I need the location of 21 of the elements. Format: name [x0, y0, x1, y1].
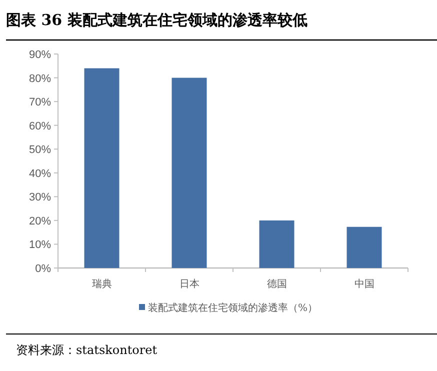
bar — [84, 68, 120, 268]
bar — [259, 220, 294, 268]
x-tick-label: 日本 — [179, 278, 200, 290]
bar — [346, 226, 382, 268]
x-tick-label: 瑞典 — [92, 278, 112, 290]
x-tick-label: 中国 — [354, 278, 374, 290]
y-tick-label: 90% — [28, 49, 52, 61]
y-tick-label: 20% — [28, 215, 52, 228]
y-tick-label: 80% — [28, 72, 52, 85]
y-tick-label: 0% — [35, 263, 52, 275]
y-tick-label: 70% — [28, 96, 52, 109]
y-tick-label: 60% — [28, 120, 52, 132]
legend-label: 装配式建筑在住宅领域的渗透率（%） — [148, 302, 318, 314]
y-tick-label: 40% — [28, 168, 52, 180]
chart-title: 图表 36 装配式建筑在住宅领域的渗透率较低 — [6, 11, 308, 29]
bar — [172, 78, 207, 268]
text: 资料来源：statskontoret — [16, 343, 158, 357]
y-tick-label: 30% — [28, 192, 52, 204]
x-tick-label: 德国 — [266, 279, 287, 290]
y-tick-label: 10% — [28, 239, 52, 252]
y-tick-label: 50% — [28, 144, 52, 156]
